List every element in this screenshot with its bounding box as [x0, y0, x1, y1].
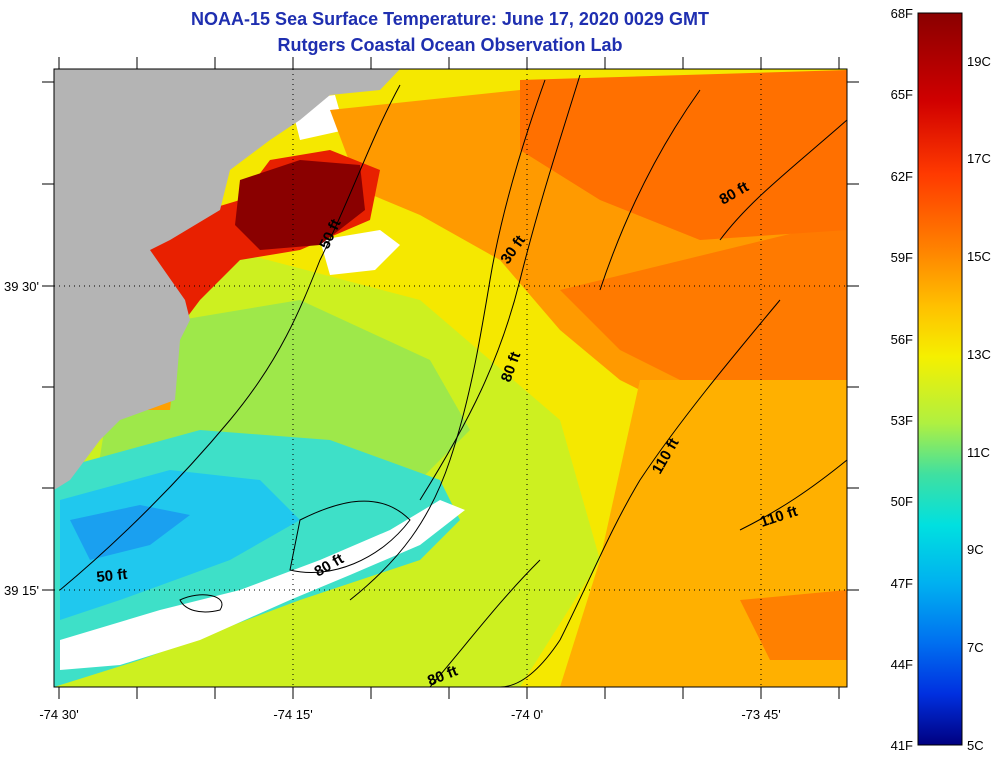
colorbar-c-label: 17C — [967, 151, 991, 166]
lon-tick-label: -74 30' — [39, 707, 78, 722]
lon-tick-label: -74 15' — [273, 707, 312, 722]
lon-tick-label: -73 45' — [741, 707, 780, 722]
colorbar-c-label: 7C — [967, 640, 984, 655]
colorbar-f-label: 44F — [891, 657, 913, 672]
cloud-mask-north — [320, 230, 400, 275]
sst-field-darkorange — [560, 220, 847, 420]
map-title: NOAA-15 Sea Surface Temperature: June 17… — [191, 9, 709, 29]
cloud-mask-south — [60, 500, 465, 670]
temperature-colorbar — [917, 12, 963, 746]
colorbar-c-label: 5C — [967, 738, 984, 753]
land-new-jersey — [54, 69, 400, 490]
colorbar-fahrenheit-labels: 68F 65F 62F 59F 56F 53F 50F 47F 44F 41F — [891, 6, 913, 753]
colorbar-f-label: 68F — [891, 6, 913, 21]
lat-tick-label: 39 15' — [4, 583, 39, 598]
sst-field-blue — [70, 505, 190, 560]
graticule — [54, 69, 847, 687]
colorbar-c-label: 19C — [967, 54, 991, 69]
sst-field-orange-se — [740, 590, 847, 660]
lon-tick-label: -74 0' — [511, 707, 543, 722]
colorbar-c-label: 11C — [967, 445, 990, 460]
map-frame — [53, 68, 848, 688]
sst-field-darkred — [235, 160, 365, 250]
colorbar-f-label: 65F — [891, 87, 913, 102]
colorbar-f-label: 56F — [891, 332, 913, 347]
sst-map: 50 ft 30 ft 80 ft 80 ft 110 ft 110 ft 50… — [54, 69, 847, 687]
colorbar-f-label: 59F — [891, 250, 913, 265]
colorbar-c-label: 15C — [967, 249, 991, 264]
colorbar-celsius-labels: 19C 17C 15C 13C 11C 9C 7C 5C — [967, 54, 991, 753]
map-subtitle: Rutgers Coastal Ocean Observation Lab — [277, 35, 623, 55]
axis-ticks — [42, 57, 859, 699]
colorbar-f-label: 47F — [891, 576, 913, 591]
colorbar-f-label: 41F — [891, 738, 913, 753]
colorbar-f-label: 50F — [891, 494, 913, 509]
bathymetry-contours — [59, 74, 847, 687]
sst-field-red-orange — [520, 70, 847, 240]
colorbar-c-label: 9C — [967, 542, 984, 557]
sst-field-lightblue — [60, 470, 300, 620]
colorbar-c-label: 13C — [967, 347, 991, 362]
lat-tick-label: 39 30' — [4, 279, 39, 294]
colorbar-f-label: 53F — [891, 413, 913, 428]
contour-label: 50 ft — [96, 566, 128, 586]
colorbar-f-label: 62F — [891, 169, 913, 184]
